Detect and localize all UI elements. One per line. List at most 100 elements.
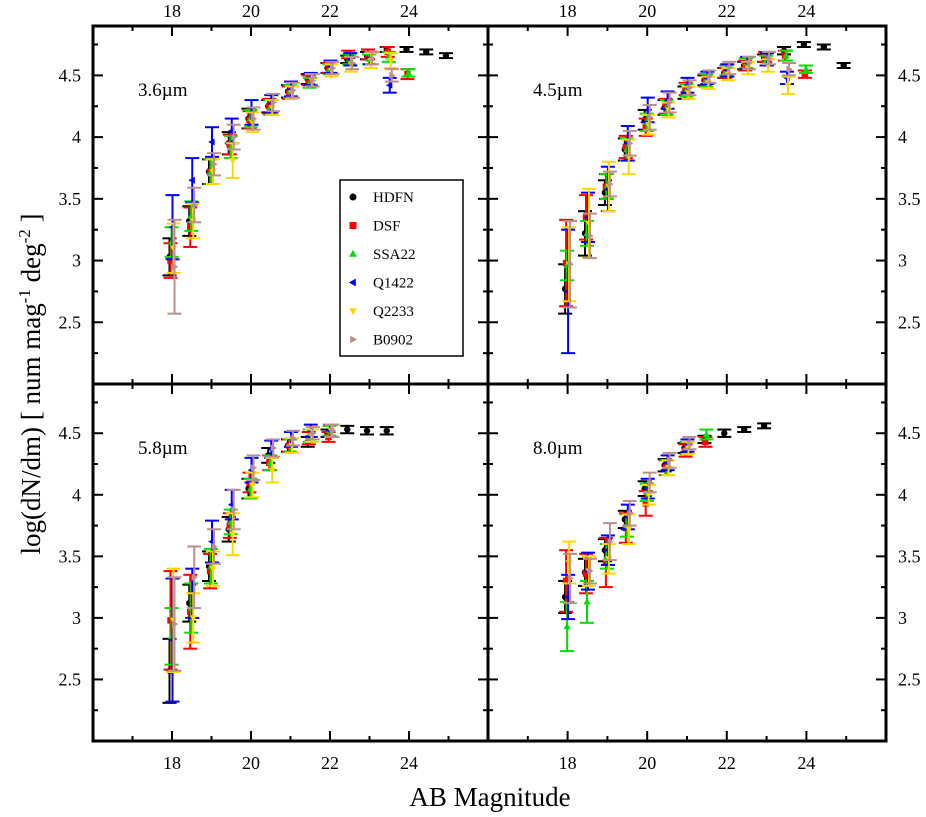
series-B0902	[167, 50, 399, 315]
data-point	[363, 427, 371, 434]
data-point	[647, 113, 654, 121]
y-axis-title-end: ]	[16, 213, 46, 229]
x-axis-title: AB Magnitude	[409, 782, 570, 812]
data-point	[268, 467, 276, 475]
data-point	[800, 41, 808, 48]
y-axis-title-sup2: -2	[15, 229, 34, 243]
series-HDFN	[162, 424, 394, 704]
data-point	[189, 615, 197, 622]
legend-box	[339, 179, 464, 357]
data-layer	[162, 41, 851, 704]
data-point	[643, 106, 651, 114]
data-point	[802, 65, 810, 72]
data-point	[667, 456, 674, 464]
data-point	[686, 84, 694, 92]
data-point	[389, 71, 396, 79]
data-point	[706, 73, 714, 81]
data-point	[741, 426, 748, 433]
data-point	[329, 427, 337, 435]
x-tick-label-top: 24	[400, 1, 418, 21]
legend-marker	[349, 222, 357, 229]
y-axis-title-sup1: -1	[15, 289, 34, 303]
series-SSA22	[560, 428, 714, 653]
data-point	[227, 501, 235, 509]
y-tick-label: 3.5	[898, 189, 921, 209]
data-point	[442, 52, 450, 59]
data-point	[248, 482, 257, 489]
y-tick-label: 2.5	[898, 312, 921, 332]
data-point	[403, 46, 410, 53]
data-point	[191, 201, 199, 209]
data-point	[625, 526, 633, 534]
data-point	[607, 538, 614, 546]
data-point	[786, 65, 793, 73]
data-point	[188, 176, 195, 184]
data-point	[329, 64, 337, 72]
y-axis-title-main: log(dN/dm) [ num mag	[16, 303, 46, 554]
data-point	[310, 429, 317, 437]
legend-entry-B0902: B0902	[350, 333, 413, 349]
data-point	[191, 573, 199, 581]
data-point	[642, 500, 649, 507]
data-point	[211, 542, 218, 551]
data-point	[567, 574, 574, 583]
legend: HDFN DSF SSA22 Q1422 Q2233 B0902	[339, 179, 464, 357]
y-tick-label: 2.5	[898, 669, 921, 689]
data-point	[587, 232, 594, 240]
y-tick-label: 3	[898, 251, 907, 271]
y-tick-label: 4.5	[898, 423, 921, 443]
data-point	[208, 538, 215, 546]
data-point	[587, 567, 594, 575]
x-tick-label-top: 22	[718, 1, 736, 21]
legend-entry-Q2233: Q2233	[349, 304, 414, 320]
legend-label: B0902	[373, 333, 413, 349]
data-point	[607, 180, 614, 188]
panel-3	[162, 423, 394, 704]
y-tick-label: 4	[72, 127, 81, 147]
y-tick-label: 4.5	[59, 65, 82, 85]
data-point	[171, 263, 179, 271]
data-point	[167, 257, 174, 264]
data-point	[250, 115, 258, 123]
data-point	[564, 593, 571, 601]
x-tick-label-top: 18	[163, 1, 181, 21]
data-point	[387, 58, 395, 65]
panel-4	[558, 422, 772, 653]
legend-marker	[349, 249, 357, 257]
y-tick-label: 3.5	[898, 546, 921, 566]
data-point	[229, 157, 237, 165]
legend-entry-DSF: DSF	[349, 219, 401, 235]
data-point	[229, 531, 237, 539]
panel-2	[558, 41, 851, 355]
legend-entry-HDFN: HDFN	[349, 190, 414, 206]
x-tick-label-bottom: 24	[400, 753, 418, 773]
data-point	[369, 54, 376, 62]
x-tick-label-top: 18	[559, 1, 577, 21]
y-tick-label: 3	[898, 608, 907, 628]
data-point	[567, 260, 574, 268]
legend-label: HDFN	[373, 190, 414, 206]
data-point	[702, 438, 709, 446]
data-point	[270, 444, 278, 452]
data-point	[209, 566, 217, 573]
y-tick-label: 4	[898, 485, 907, 505]
x-tick-label-bottom: 18	[163, 753, 181, 773]
data-point	[231, 133, 238, 141]
x-tick-label-bottom: 20	[638, 753, 656, 773]
data-point	[840, 62, 847, 69]
panel-labels: 3.6µm 4.5µm 5.8µm 8.0µm	[138, 80, 583, 459]
y-tick-label: 4	[898, 127, 907, 147]
series-DSF	[163, 431, 336, 671]
legend-marker	[349, 308, 357, 316]
data-point	[784, 82, 792, 90]
data-point	[760, 422, 768, 430]
legend-entry-SSA22: SSA22	[349, 247, 416, 263]
data-point	[766, 54, 773, 62]
data-point	[383, 427, 390, 434]
data-point	[290, 434, 297, 442]
data-point	[582, 570, 590, 577]
x-tick-label-bottom: 20	[242, 753, 260, 773]
tick-labels: 2.5 3 3.5 4 4.5 2.5 3 3.5 4 4.5 2.5 3 3.5 4 4.5 2.5 3 3.5…	[59, 1, 921, 773]
panel-1	[162, 45, 453, 315]
data-point	[270, 99, 278, 107]
